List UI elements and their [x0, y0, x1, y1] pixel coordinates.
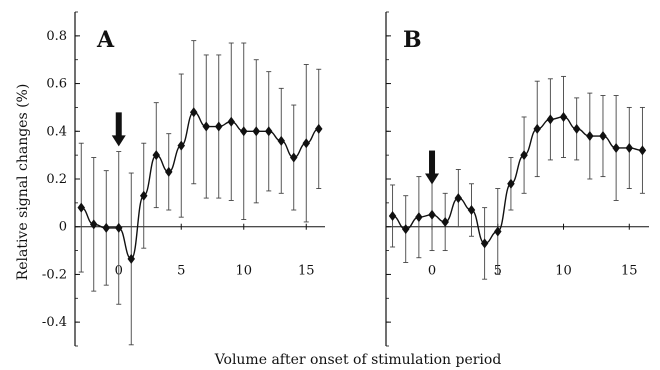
data-point-marker [559, 111, 568, 122]
x-tick-label: 15 [298, 264, 315, 279]
y-tick-label: -0.4 [42, 315, 67, 330]
data-point-marker [165, 166, 173, 177]
data-point-marker [302, 138, 310, 149]
data-point-marker [140, 190, 148, 201]
x-tick-label: 0 [428, 264, 436, 279]
panel-letter: B [403, 27, 422, 53]
data-point-marker [90, 219, 98, 230]
data-point-marker [152, 150, 160, 161]
data-point-marker [77, 202, 85, 213]
data-point-marker [127, 253, 135, 264]
data-point-marker [252, 126, 260, 137]
data-point-marker [480, 238, 489, 249]
data-point-marker [227, 116, 235, 127]
panel-b: 0 5 10 15B [385, 11, 649, 347]
data-point-marker [428, 209, 436, 220]
data-point-marker [202, 121, 210, 132]
data-point-marker [454, 193, 463, 204]
data-point-marker [102, 222, 110, 233]
data-point-marker [625, 142, 634, 153]
panel-letter: A [96, 27, 115, 53]
data-point-marker [177, 140, 185, 151]
data-point-marker [388, 210, 397, 221]
data-point-marker [441, 216, 449, 227]
data-point-marker [415, 212, 423, 223]
arrow-shaft [429, 150, 436, 175]
x-tick-label: 10 [235, 264, 252, 279]
data-point-marker [290, 152, 298, 163]
arrow-shaft [115, 112, 122, 137]
data-point-marker [190, 107, 198, 118]
data-point-marker [277, 135, 285, 146]
y-tick-label: -0.2 [42, 267, 67, 282]
data-point-marker [586, 131, 594, 142]
x-tick-label: 10 [555, 264, 572, 279]
y-tick-label: 0.8 [46, 29, 67, 44]
data-point-marker [599, 131, 607, 142]
data-point-marker [467, 205, 476, 216]
data-point-marker [215, 121, 223, 132]
data-point-marker [315, 123, 323, 134]
panel-a: 0.80.60.40.20-0.2-0.40 5 10 15A [42, 11, 325, 347]
x-tick-label: 5 [177, 264, 185, 279]
y-tick-label: 0.6 [46, 77, 67, 92]
y-axis-label: Relative signal changes (%) [15, 84, 31, 281]
data-point-marker [115, 222, 123, 233]
arrow-head [425, 173, 440, 185]
data-point-marker [494, 226, 502, 237]
data-point-marker [546, 114, 555, 125]
data-point-marker [401, 224, 410, 235]
data-point-marker [533, 123, 541, 134]
data-point-marker [265, 126, 273, 137]
data-point-marker [572, 123, 581, 134]
data-point-marker [638, 145, 647, 156]
x-tick-label: 15 [621, 264, 638, 279]
y-tick-label: 0 [59, 220, 67, 235]
x-axis-label: Volume after onset of stimulation period [214, 352, 502, 368]
arrow-head [111, 135, 126, 147]
data-point-marker [612, 142, 620, 153]
data-point-marker [507, 178, 515, 189]
y-tick-label: 0.2 [46, 172, 67, 187]
data-point-marker [240, 126, 248, 137]
y-tick-label: 0.4 [46, 124, 67, 139]
data-point-marker [520, 150, 528, 161]
